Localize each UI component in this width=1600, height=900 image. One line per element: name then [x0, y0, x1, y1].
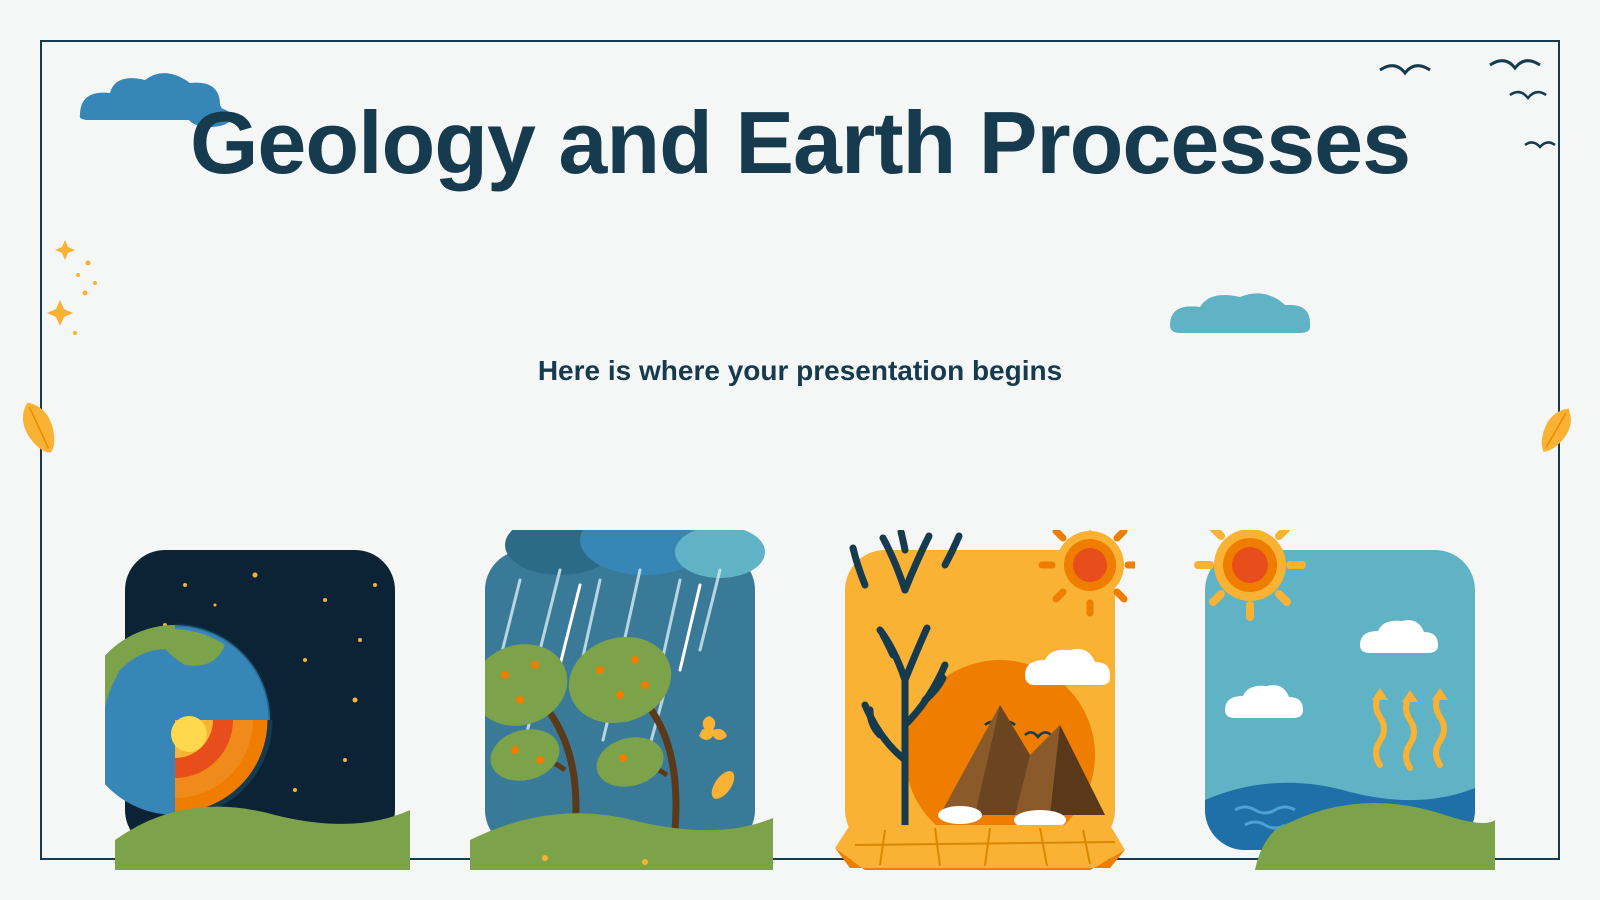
card-row	[0, 530, 1600, 870]
sparkles-icon	[40, 225, 120, 345]
leaf-icon	[1530, 400, 1580, 465]
slide-subtitle: Here is where your presentation begins	[0, 355, 1600, 387]
cloud-icon	[1155, 285, 1325, 340]
leaf-icon	[15, 395, 65, 465]
card-earth-core	[105, 530, 415, 870]
card-rain	[465, 530, 775, 870]
card-drought	[825, 530, 1135, 870]
slide-title: Geology and Earth Processes	[0, 95, 1600, 190]
card-evaporation	[1185, 530, 1495, 870]
